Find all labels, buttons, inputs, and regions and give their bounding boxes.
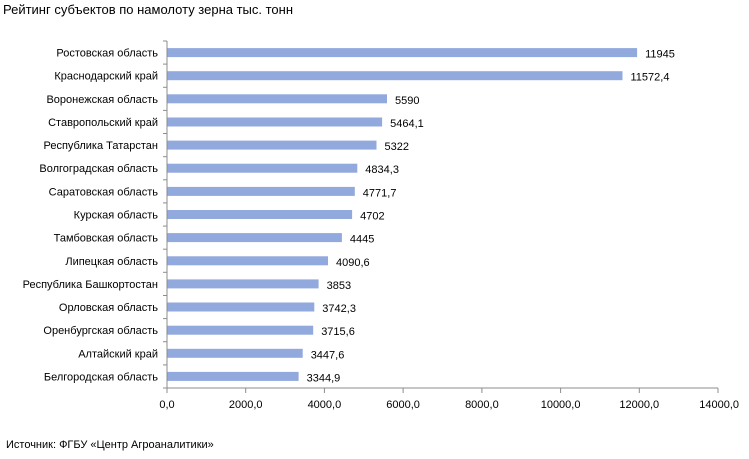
bar — [167, 186, 355, 196]
value-label: 3853 — [327, 280, 351, 292]
bar — [167, 325, 314, 335]
bar — [167, 371, 299, 381]
chart-title: Рейтинг субъектов по намолоту зерна тыс.… — [3, 2, 294, 17]
category-labels: Ростовская область Краснодарский край Воро… — [23, 48, 159, 384]
category-label: Курская область — [74, 210, 159, 222]
category-label: Белгородская область — [44, 371, 158, 383]
x-tick-label: 10000,0 — [541, 399, 581, 411]
bar — [167, 94, 387, 104]
category-label: Тамбовская область — [54, 233, 159, 245]
value-label: 4445 — [350, 234, 374, 246]
x-tick-label: 14000,0 — [699, 399, 739, 411]
category-label: Волгоградская область — [39, 163, 158, 175]
category-label: Оренбургская область — [43, 325, 158, 337]
value-label: 4834,3 — [365, 164, 399, 176]
value-label: 3447,6 — [311, 349, 345, 361]
bar — [167, 117, 383, 127]
category-label: Краснодарский край — [54, 71, 158, 83]
bar — [167, 140, 377, 150]
bar — [167, 256, 328, 266]
category-label: Республика Татарстан — [43, 140, 158, 152]
x-tick-label: 12000,0 — [619, 399, 659, 411]
value-label: 5322 — [385, 141, 409, 153]
x-tick-label: 4000,0 — [308, 399, 342, 411]
x-tick-label: 2000,0 — [229, 399, 263, 411]
category-label: Ростовская область — [56, 48, 158, 60]
value-label: 4090,6 — [336, 257, 370, 269]
bar — [167, 71, 623, 81]
value-label: 3344,9 — [307, 372, 341, 384]
x-tick-label: 0,0 — [159, 399, 174, 411]
bar — [167, 210, 353, 219]
category-label: Липецкая область — [65, 256, 158, 268]
value-label: 4771,7 — [363, 187, 397, 199]
value-label: 5464,1 — [390, 118, 424, 130]
category-label: Республика Башкортостан — [23, 279, 158, 291]
value-labels: 11945 11572,4 5590 5464,1 5322 4834,3 4771,7 47… — [307, 49, 675, 385]
bar — [167, 302, 315, 312]
x-tick-label: 6000,0 — [386, 399, 420, 411]
bar — [167, 163, 358, 173]
category-label: Ставропольский край — [48, 117, 158, 129]
bar — [167, 279, 319, 289]
value-label: 4702 — [360, 211, 384, 223]
value-label: 3742,3 — [322, 303, 356, 315]
category-label: Алтайский край — [78, 348, 158, 360]
bars-layer — [167, 48, 638, 381]
value-label: 11572,4 — [631, 72, 670, 84]
x-axis: 0,0 2000,0 4000,0 6000,0 8000,0 10000,0 12000,… — [159, 40, 739, 411]
category-label: Саратовская область — [49, 186, 159, 198]
value-label: 5590 — [395, 95, 419, 107]
source-note: Источник: ФГБУ «Центр Агроаналитики» — [6, 439, 214, 451]
value-label: 11945 — [645, 49, 675, 61]
x-tick-label: 8000,0 — [465, 399, 499, 411]
category-label: Орловская область — [59, 302, 158, 314]
category-label: Воронежская область — [46, 94, 158, 106]
bar — [167, 233, 342, 243]
value-label: 3715,6 — [321, 326, 355, 338]
bar — [167, 348, 303, 358]
bar — [167, 48, 638, 58]
